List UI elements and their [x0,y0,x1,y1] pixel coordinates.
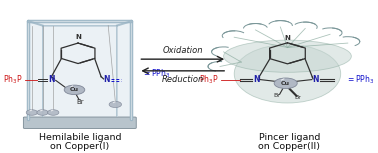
Ellipse shape [48,110,59,115]
Text: Br: Br [295,95,302,100]
Ellipse shape [26,110,37,115]
Text: Ph$_3$P: Ph$_3$P [199,73,218,86]
Text: $=$PPh$_3$: $=$PPh$_3$ [346,73,375,86]
Text: N: N [285,35,290,41]
Text: N: N [48,75,55,84]
Ellipse shape [223,40,351,72]
Text: N: N [253,75,259,84]
Ellipse shape [234,45,341,103]
Text: on Copper(II): on Copper(II) [258,142,320,151]
Text: Oxidation: Oxidation [163,46,203,55]
Text: Pincer ligand: Pincer ligand [259,133,320,142]
Text: $=$PPh$_3$: $=$PPh$_3$ [142,67,170,80]
Text: on Copper(I): on Copper(I) [50,142,110,151]
Text: Hemilabile ligand: Hemilabile ligand [39,133,121,142]
Ellipse shape [64,85,85,95]
Ellipse shape [274,78,297,89]
Text: N: N [313,75,319,84]
Text: N: N [103,75,110,84]
Ellipse shape [109,101,121,108]
Ellipse shape [37,110,48,115]
Text: Cu: Cu [70,87,79,92]
Text: Cu: Cu [281,81,290,86]
FancyBboxPatch shape [23,117,136,128]
Text: Br: Br [76,99,84,104]
Text: Ph$_3$P: Ph$_3$P [3,73,23,86]
Text: Reduction: Reduction [162,75,204,84]
FancyBboxPatch shape [28,21,131,119]
Text: Br: Br [273,93,280,98]
Text: N: N [75,34,81,40]
